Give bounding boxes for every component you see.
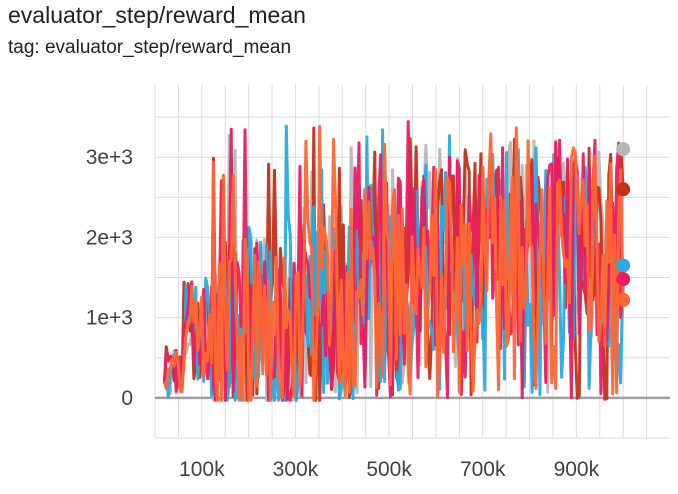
y-tick-label: 2e+3 <box>86 226 133 249</box>
series-end-marker <box>616 182 631 197</box>
y-tick-label: 3e+3 <box>86 146 133 169</box>
series-line <box>162 120 625 402</box>
x-tick-label: 100k <box>179 458 225 481</box>
x-tick-label: 700k <box>460 458 506 481</box>
y-tick-label: 1e+3 <box>86 307 133 330</box>
x-tick-label: 300k <box>273 458 319 481</box>
chart-subtitle: tag: evaluator_step/reward_mean <box>8 37 292 58</box>
y-tick-label: 0 <box>121 387 133 410</box>
series-end-marker <box>616 258 631 273</box>
series-end-marker <box>616 272 631 287</box>
series-line <box>162 125 625 402</box>
series-end-marker <box>616 293 631 308</box>
x-tick-label: 900k <box>554 458 600 481</box>
x-tick-label: 500k <box>366 458 412 481</box>
chart-title: evaluator_step/reward_mean <box>8 2 306 28</box>
series-end-marker <box>616 142 631 157</box>
